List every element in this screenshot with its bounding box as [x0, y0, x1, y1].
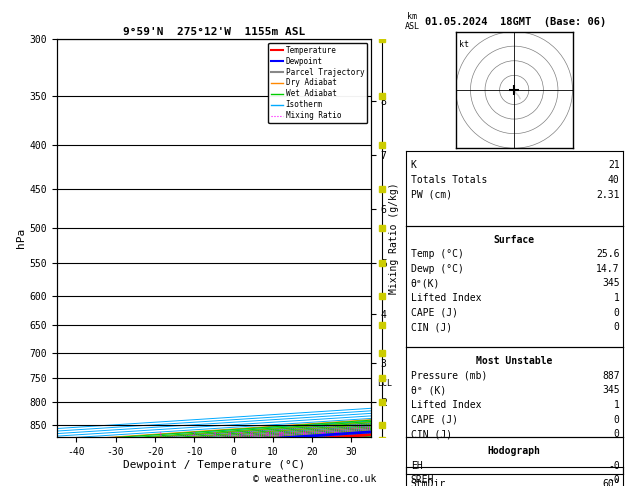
Text: Surface: Surface — [494, 235, 535, 245]
Text: kt: kt — [459, 40, 469, 50]
Text: Temp (°C): Temp (°C) — [411, 249, 464, 260]
Text: PW (cm): PW (cm) — [411, 190, 452, 200]
Text: CIN (J): CIN (J) — [411, 322, 452, 332]
Text: 1: 1 — [614, 400, 620, 410]
Legend: Temperature, Dewpoint, Parcel Trajectory, Dry Adiabat, Wet Adiabat, Isotherm, Mi: Temperature, Dewpoint, Parcel Trajectory… — [268, 43, 367, 123]
Text: Totals Totals: Totals Totals — [411, 175, 487, 185]
Text: -0: -0 — [608, 461, 620, 471]
Text: 2: 2 — [192, 432, 195, 436]
Text: Lifted Index: Lifted Index — [411, 293, 481, 303]
Text: © weatheronline.co.uk: © weatheronline.co.uk — [253, 473, 376, 484]
Text: 0: 0 — [614, 322, 620, 332]
Text: EH: EH — [411, 461, 423, 471]
Text: LCL: LCL — [377, 379, 392, 388]
Text: 25: 25 — [333, 432, 340, 436]
Text: 3: 3 — [212, 432, 216, 436]
Text: 1: 1 — [614, 293, 620, 303]
Text: Pressure (mb): Pressure (mb) — [411, 371, 487, 381]
Text: km
ASL: km ASL — [404, 12, 420, 31]
Text: 5: 5 — [240, 432, 243, 436]
Text: 2.31: 2.31 — [596, 190, 620, 200]
Text: K: K — [411, 160, 416, 171]
Text: 20: 20 — [319, 432, 326, 436]
Text: SREH: SREH — [411, 475, 434, 486]
Text: Lifted Index: Lifted Index — [411, 400, 481, 410]
Text: 10: 10 — [277, 432, 284, 436]
Text: 60°: 60° — [602, 479, 620, 486]
Text: 0: 0 — [614, 429, 620, 439]
Text: CAPE (J): CAPE (J) — [411, 415, 458, 425]
Text: 0: 0 — [614, 415, 620, 425]
Text: 345: 345 — [602, 278, 620, 289]
Text: Most Unstable: Most Unstable — [476, 356, 552, 366]
Text: θᵉ (K): θᵉ (K) — [411, 385, 446, 396]
Text: 8: 8 — [265, 432, 269, 436]
Text: CAPE (J): CAPE (J) — [411, 308, 458, 318]
Text: 6: 6 — [250, 432, 253, 436]
Text: 4: 4 — [228, 432, 231, 436]
Text: 40: 40 — [608, 175, 620, 185]
Text: θᵉ(K): θᵉ(K) — [411, 278, 440, 289]
Text: 1: 1 — [159, 432, 162, 436]
Text: 345: 345 — [602, 385, 620, 396]
Text: 15: 15 — [301, 432, 308, 436]
Y-axis label: hPa: hPa — [16, 228, 26, 248]
Text: CIN (J): CIN (J) — [411, 429, 452, 439]
Text: Dewp (°C): Dewp (°C) — [411, 264, 464, 274]
X-axis label: Dewpoint / Temperature (°C): Dewpoint / Temperature (°C) — [123, 460, 305, 470]
Text: -0: -0 — [608, 475, 620, 486]
Text: 887: 887 — [602, 371, 620, 381]
Text: 0: 0 — [614, 308, 620, 318]
Text: StmDir: StmDir — [411, 479, 446, 486]
Text: 21: 21 — [608, 160, 620, 171]
Text: 01.05.2024  18GMT  (Base: 06): 01.05.2024 18GMT (Base: 06) — [425, 17, 606, 27]
Y-axis label: Mixing Ratio (g/kg): Mixing Ratio (g/kg) — [389, 182, 399, 294]
Text: 14.7: 14.7 — [596, 264, 620, 274]
Text: 25.6: 25.6 — [596, 249, 620, 260]
Title: 9°59'N  275°12'W  1155m ASL: 9°59'N 275°12'W 1155m ASL — [123, 27, 305, 37]
Text: Hodograph: Hodograph — [487, 446, 541, 456]
